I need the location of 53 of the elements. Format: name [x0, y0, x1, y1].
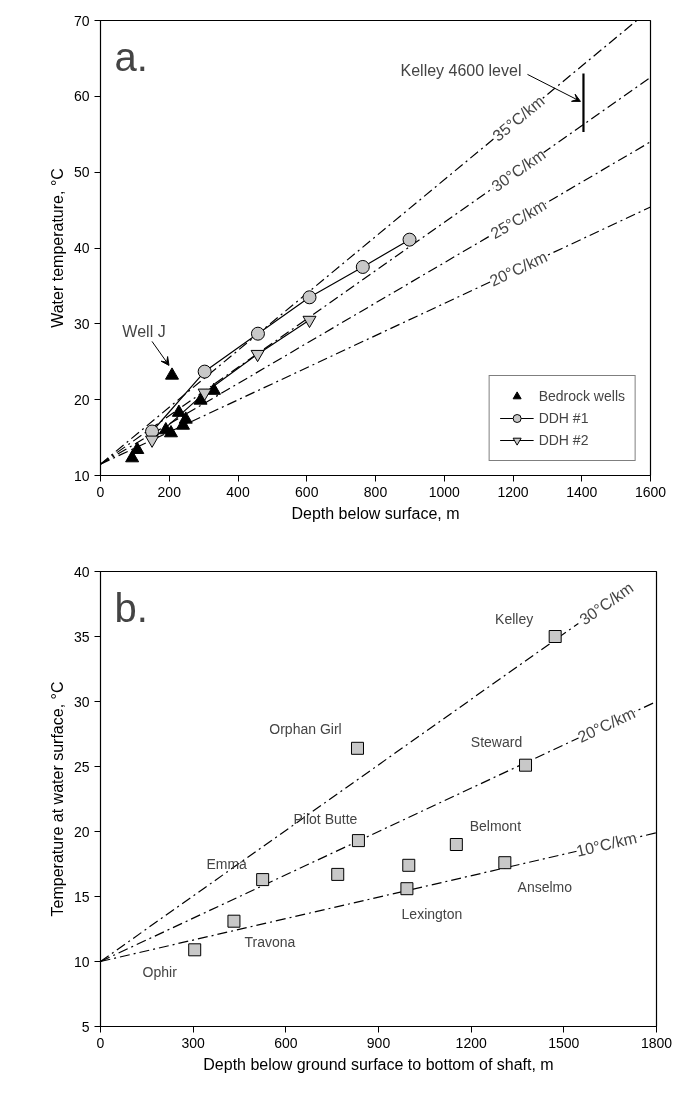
- y-axis-title: Temperature at water surface, °C: [48, 681, 66, 917]
- y-axis-title: Water temperature, °C: [48, 168, 66, 328]
- x-tick-label: 0: [96, 1034, 105, 1051]
- y-tick-label: 60: [73, 88, 90, 105]
- data-label: Orphan Girl: [269, 721, 342, 738]
- legend-label: Bedrock wells: [538, 388, 625, 404]
- legend-label: DDH #2: [538, 432, 589, 448]
- y-tick-label: 15: [73, 888, 90, 905]
- data-label: Anselmo: [517, 878, 573, 895]
- y-tick-label: 5: [81, 1018, 90, 1035]
- x-tick-label: 1800: [640, 1034, 673, 1051]
- y-tick-label: 40: [73, 240, 90, 256]
- y-tick-label: 10: [73, 467, 90, 484]
- data-label: Travona: [244, 934, 296, 951]
- text: 10°C/km: [574, 829, 639, 860]
- x-axis-title: Depth below surface, m: [291, 504, 460, 522]
- y-tick-label: 40: [73, 563, 90, 580]
- data-label: Pilot Butte: [293, 810, 358, 827]
- x-tick-label: 300: [181, 1034, 206, 1051]
- y-tick-label: 20: [73, 391, 90, 408]
- annotation: a.: [114, 34, 148, 79]
- y-tick-label: 50: [73, 164, 90, 181]
- annotation: b.: [114, 585, 148, 630]
- y-tick-label: 35: [73, 628, 90, 645]
- y-tick-label: 30: [73, 693, 90, 710]
- x-tick-label: 600: [295, 483, 319, 500]
- x-tick-label: 400: [226, 483, 250, 500]
- y-tick-label: 70: [73, 12, 90, 29]
- data-label: Lexington: [401, 905, 463, 922]
- x-tick-label: 200: [157, 483, 182, 500]
- x-tick-label: 1500: [548, 1034, 580, 1051]
- legend-label: DDH #1: [538, 410, 589, 426]
- x-tick-label: 1000: [428, 483, 461, 500]
- data-label: Ophir: [142, 963, 178, 980]
- y-tick-label: 10: [73, 953, 90, 970]
- y-tick-label: 20: [73, 823, 90, 840]
- data-label: Steward: [470, 734, 523, 751]
- annotation: Kelley 4600 level: [400, 61, 522, 79]
- x-tick-label: 0: [96, 483, 105, 500]
- x-tick-label: 1600: [634, 483, 667, 500]
- x-tick-label: 1400: [566, 483, 598, 500]
- data-label: Belmont: [469, 817, 522, 834]
- x-tick-label: 600: [274, 1034, 298, 1051]
- x-tick-label: 1200: [497, 483, 529, 500]
- y-tick-label: 25: [73, 758, 90, 775]
- x-tick-label: 1200: [455, 1034, 487, 1051]
- x-axis-title: Depth below ground surface to bottom of shaft, m: [203, 1055, 554, 1073]
- x-tick-label: 900: [366, 1034, 391, 1051]
- data-label: Kelley: [495, 610, 534, 627]
- data-label: Emma: [206, 855, 248, 872]
- x-tick-label: 800: [363, 483, 388, 500]
- y-tick-label: 30: [73, 315, 90, 332]
- annotation: Well J: [122, 322, 166, 340]
